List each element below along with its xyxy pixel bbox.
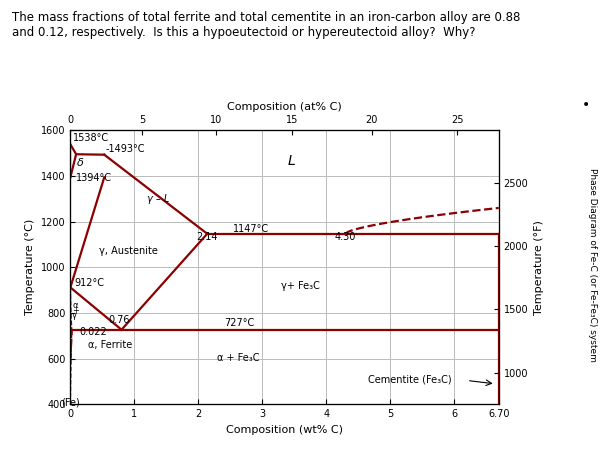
Text: γ: γ — [72, 311, 77, 319]
Text: 912°C: 912°C — [75, 277, 105, 287]
Text: 1147°C: 1147°C — [233, 224, 269, 234]
Text: Phase Diagram of Fe-C (or Fe-Fe₃C) system: Phase Diagram of Fe-C (or Fe-Fe₃C) syste… — [588, 168, 597, 362]
Text: 0.022: 0.022 — [80, 327, 107, 337]
X-axis label: Composition (wt% C): Composition (wt% C) — [226, 425, 343, 435]
Text: α, Ferrite: α, Ferrite — [88, 340, 133, 351]
Text: 1538°C: 1538°C — [73, 133, 109, 143]
Text: 727°C: 727°C — [224, 318, 254, 328]
Y-axis label: Temperature (°F): Temperature (°F) — [534, 220, 544, 315]
Text: •: • — [582, 98, 591, 112]
Text: 4.30: 4.30 — [335, 232, 356, 242]
Text: α: α — [72, 302, 78, 310]
X-axis label: Composition (at% C): Composition (at% C) — [227, 102, 342, 112]
Y-axis label: Temperature (°C): Temperature (°C) — [25, 219, 35, 315]
Text: Cementite (Fe₃C): Cementite (Fe₃C) — [368, 374, 451, 384]
Text: δ: δ — [76, 158, 83, 168]
Text: The mass fractions of total ferrite and total cementite in an iron-carbon alloy : The mass fractions of total ferrite and … — [12, 11, 521, 39]
Text: γ – L: γ – L — [147, 194, 170, 204]
Text: 2.14: 2.14 — [196, 232, 218, 242]
Text: (Fe): (Fe) — [61, 398, 80, 408]
Text: L: L — [288, 154, 296, 168]
Text: -1493°C: -1493°C — [105, 143, 145, 154]
Text: 1394°C: 1394°C — [75, 172, 111, 182]
Text: +: + — [72, 306, 79, 315]
Text: γ, Austenite: γ, Austenite — [99, 245, 158, 255]
Text: α + Fe₃C: α + Fe₃C — [217, 353, 260, 363]
Text: 0.76: 0.76 — [108, 315, 130, 325]
Text: γ+ Fe₃C: γ+ Fe₃C — [282, 281, 320, 291]
